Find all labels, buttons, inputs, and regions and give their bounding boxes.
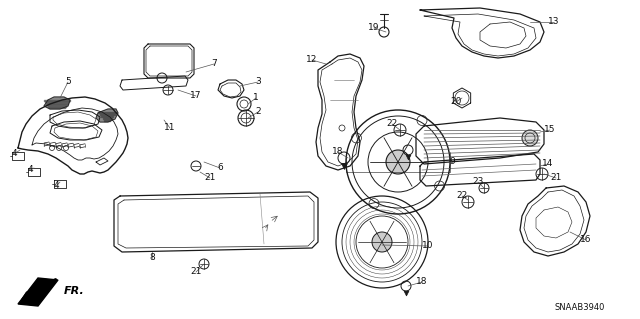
Text: 21: 21 bbox=[190, 268, 202, 277]
Circle shape bbox=[522, 130, 538, 146]
Text: 14: 14 bbox=[542, 160, 554, 168]
Text: 5: 5 bbox=[65, 78, 71, 86]
Text: 16: 16 bbox=[580, 235, 592, 244]
Text: 2: 2 bbox=[255, 108, 261, 116]
Text: 15: 15 bbox=[544, 125, 556, 135]
Text: 4: 4 bbox=[53, 182, 59, 190]
Text: 4: 4 bbox=[27, 166, 33, 174]
Text: 23: 23 bbox=[472, 177, 484, 187]
Text: 1: 1 bbox=[253, 93, 259, 102]
Text: 22: 22 bbox=[387, 120, 397, 129]
Polygon shape bbox=[44, 97, 70, 109]
Text: 18: 18 bbox=[332, 147, 344, 157]
Text: 12: 12 bbox=[307, 56, 317, 64]
Circle shape bbox=[386, 150, 410, 174]
Text: 20: 20 bbox=[451, 98, 461, 107]
Circle shape bbox=[372, 232, 392, 252]
Text: 17: 17 bbox=[190, 92, 202, 100]
Text: 11: 11 bbox=[164, 123, 176, 132]
Text: 22: 22 bbox=[456, 191, 468, 201]
Text: 19: 19 bbox=[368, 24, 380, 33]
Text: 6: 6 bbox=[217, 164, 223, 173]
Polygon shape bbox=[18, 278, 58, 306]
Text: 10: 10 bbox=[422, 241, 434, 250]
Text: FR.: FR. bbox=[64, 286, 84, 296]
Text: 18: 18 bbox=[416, 278, 428, 286]
Polygon shape bbox=[96, 109, 118, 122]
Text: 21: 21 bbox=[204, 174, 216, 182]
Text: 21: 21 bbox=[550, 174, 562, 182]
Text: 3: 3 bbox=[255, 78, 261, 86]
Text: 9: 9 bbox=[449, 158, 455, 167]
Text: 4: 4 bbox=[11, 150, 17, 159]
Text: 7: 7 bbox=[211, 60, 217, 69]
Text: 8: 8 bbox=[149, 254, 155, 263]
Text: SNAAB3940: SNAAB3940 bbox=[555, 303, 605, 313]
Text: 13: 13 bbox=[548, 18, 560, 26]
